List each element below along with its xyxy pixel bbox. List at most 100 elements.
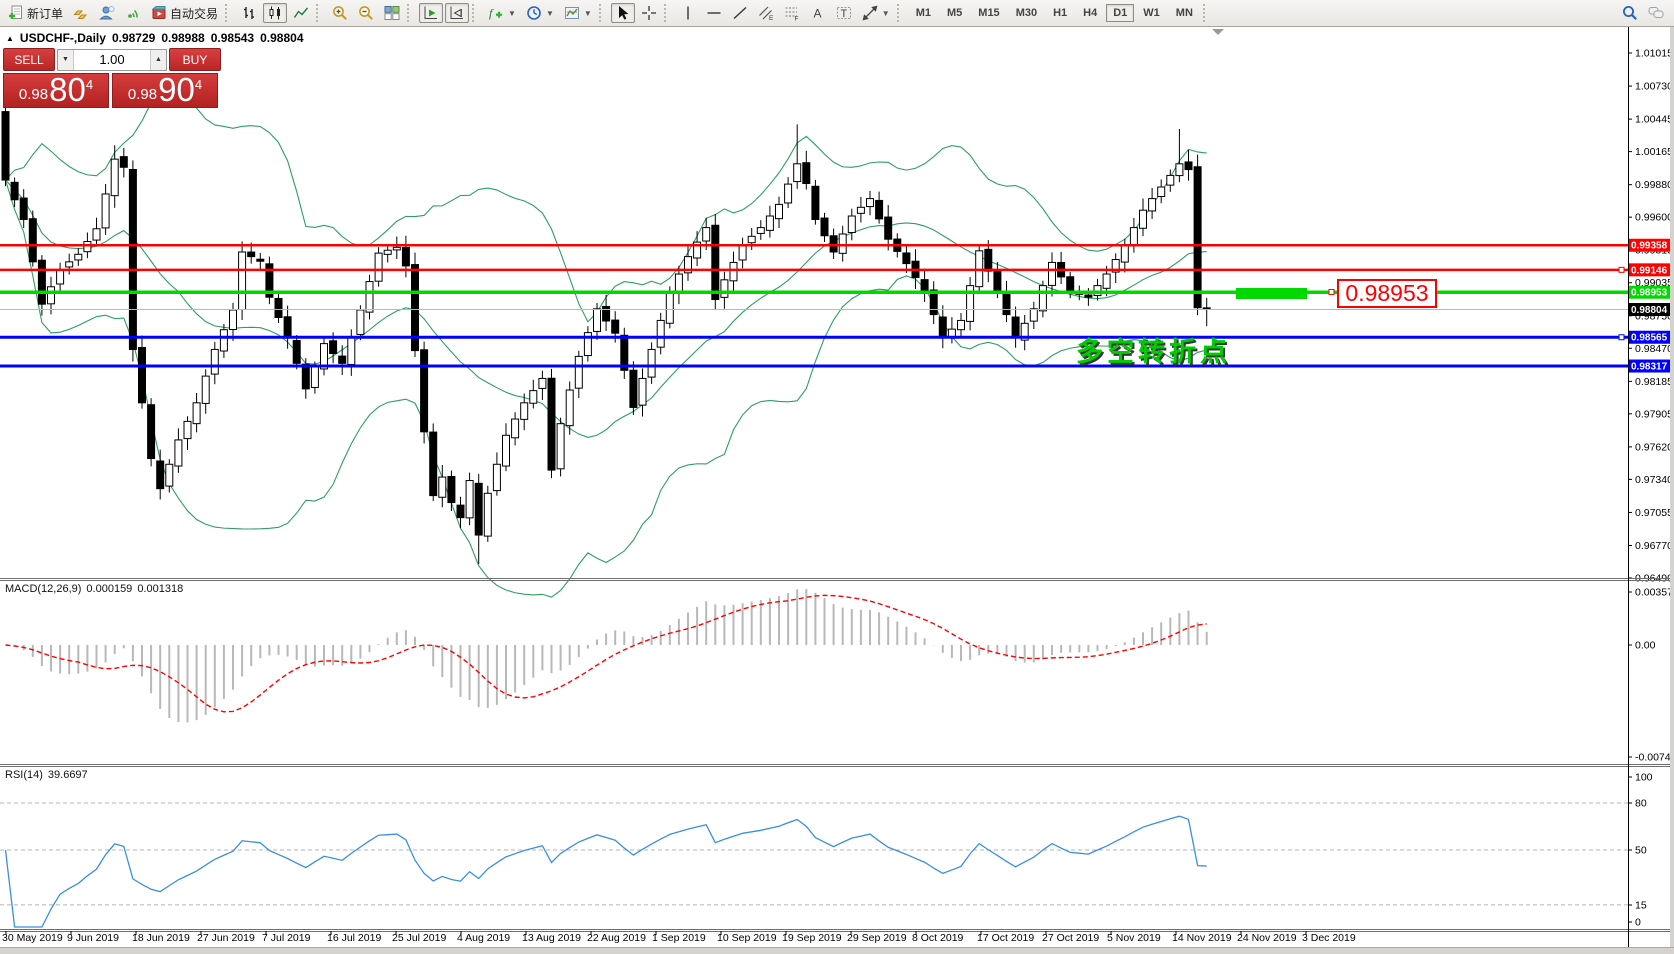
svg-text:13 Aug 2019: 13 Aug 2019 [522, 932, 581, 944]
trendline-button[interactable] [728, 3, 752, 23]
svg-text:3 Dec 2019: 3 Dec 2019 [1302, 932, 1356, 944]
dropdown-caret-icon: ▼ [881, 8, 890, 18]
candle [47, 286, 55, 305]
volume-decrease-button[interactable]: ▼ [58, 49, 74, 70]
tile-windows-button[interactable] [380, 3, 404, 23]
zoom-in-button[interactable] [328, 3, 352, 23]
candle [447, 475, 456, 504]
channel-button[interactable]: E [754, 3, 778, 23]
candle [238, 251, 247, 310]
macd-pane[interactable] [5, 589, 1208, 723]
signal-button[interactable] [121, 3, 145, 23]
candle [374, 252, 383, 282]
candle [1020, 322, 1029, 341]
callout-anchor-handle[interactable] [1328, 289, 1335, 295]
periods-button[interactable]: ▼ [522, 3, 558, 23]
turning-point-annotation[interactable]: 多空转折点 [1076, 337, 1231, 367]
horizontal-line-button[interactable] [702, 3, 726, 23]
green-rectangle-annotation[interactable] [1236, 288, 1307, 299]
text-button[interactable]: A [806, 3, 830, 23]
sell-button[interactable]: SELL [3, 48, 55, 71]
tab-timeframe-m1[interactable]: M1 [915, 7, 931, 19]
candle [292, 339, 301, 364]
arrows-icon [862, 5, 878, 21]
crosshair-button[interactable] [637, 3, 661, 23]
bar-chart-button[interactable] [237, 3, 261, 23]
candle [793, 163, 802, 183]
buy-button[interactable]: BUY [169, 48, 221, 71]
line-handle[interactable] [1618, 334, 1625, 341]
candle [1193, 166, 1202, 309]
profile-button[interactable] [95, 3, 119, 23]
candlestick-chart-button[interactable] [263, 3, 288, 23]
tab-timeframe-w1[interactable]: W1 [1143, 7, 1160, 19]
indicators-button[interactable]: f ▼ [484, 3, 520, 23]
candle [174, 439, 183, 467]
tab-timeframe-h1[interactable]: H1 [1053, 7, 1068, 19]
autoscroll-button[interactable] [419, 3, 444, 23]
svg-text:A: A [813, 7, 821, 21]
arrows-button[interactable]: ▼ [858, 3, 894, 23]
chart-shift-marker[interactable] [1212, 29, 1224, 35]
buy-price-button[interactable]: 0.98 90 4 [112, 73, 218, 108]
candle [847, 215, 856, 234]
volume-increase-button[interactable]: ▲ [150, 49, 166, 70]
svg-text:1.01015: 1.01015 [1635, 48, 1673, 60]
svg-text:18 Jun 2019: 18 Jun 2019 [132, 932, 190, 944]
candle [684, 256, 692, 274]
rsi-pane[interactable] [0, 802, 1628, 928]
cursor-icon [615, 5, 631, 21]
candle [128, 168, 137, 350]
candle [856, 206, 865, 214]
collapse-triangle-icon[interactable]: ▲ [6, 33, 14, 43]
autotrading-button[interactable]: 自动交易 [147, 3, 222, 23]
sell-price-button[interactable]: 0.98 80 4 [3, 73, 109, 108]
candle [593, 308, 601, 332]
svg-text:T: T [840, 8, 847, 20]
buy-price-big: 90 [158, 71, 195, 108]
tab-timeframe-mn[interactable]: MN [1175, 7, 1193, 19]
candle [1129, 227, 1138, 247]
candle [101, 193, 110, 229]
chart-shift-button[interactable] [445, 3, 470, 23]
svg-text:30 May 2019: 30 May 2019 [2, 932, 63, 944]
line-chart-button[interactable] [289, 3, 313, 23]
text-label-button[interactable]: T [832, 3, 856, 23]
tab-timeframe-h4[interactable]: H4 [1083, 7, 1098, 19]
candle [838, 233, 847, 254]
price-callout-box[interactable]: 0.98953 [1337, 279, 1437, 308]
line-handle[interactable] [1618, 266, 1625, 273]
tab-timeframe-m30[interactable]: M30 [1015, 7, 1038, 19]
svg-text:17 Oct 2019: 17 Oct 2019 [977, 932, 1034, 944]
templates-button[interactable]: ▼ [560, 3, 596, 23]
candle [529, 390, 538, 404]
cursor-button[interactable] [610, 3, 635, 23]
new-order-button[interactable]: 新订单 [4, 3, 67, 23]
vertical-line-button[interactable] [676, 3, 700, 23]
volume-input[interactable] [74, 51, 150, 68]
channel-icon: E [758, 5, 774, 21]
tab-timeframe-m5[interactable]: M5 [947, 7, 963, 19]
fibonacci-button[interactable]: F [780, 3, 804, 23]
candle [720, 279, 729, 298]
gold-button[interactable] [69, 3, 93, 23]
candle [811, 185, 820, 220]
chat-icon[interactable] [1648, 5, 1664, 21]
svg-text:f: f [489, 6, 494, 20]
zoom-out-button[interactable] [354, 3, 378, 23]
tab-timeframe-d1[interactable]: D1 [1106, 4, 1135, 22]
svg-text:15: 15 [1635, 900, 1647, 912]
candle [574, 355, 583, 389]
candle [274, 297, 283, 319]
date-axis[interactable]: 30 May 2019 9 Jun 2019 18 Jun 2019 27 Jun 2… [2, 931, 1356, 944]
signal-icon [125, 5, 141, 21]
candle [984, 248, 993, 272]
tab-timeframe-m15[interactable]: M15 [978, 7, 1000, 19]
svg-text:0.99146: 0.99146 [1631, 265, 1668, 276]
svg-text:0.98470: 0.98470 [1635, 343, 1673, 355]
svg-text:1.00445: 1.00445 [1635, 114, 1673, 126]
candle [183, 420, 192, 440]
search-icon[interactable] [1622, 5, 1638, 21]
volume-spinner: ▼ ▲ [57, 48, 167, 71]
